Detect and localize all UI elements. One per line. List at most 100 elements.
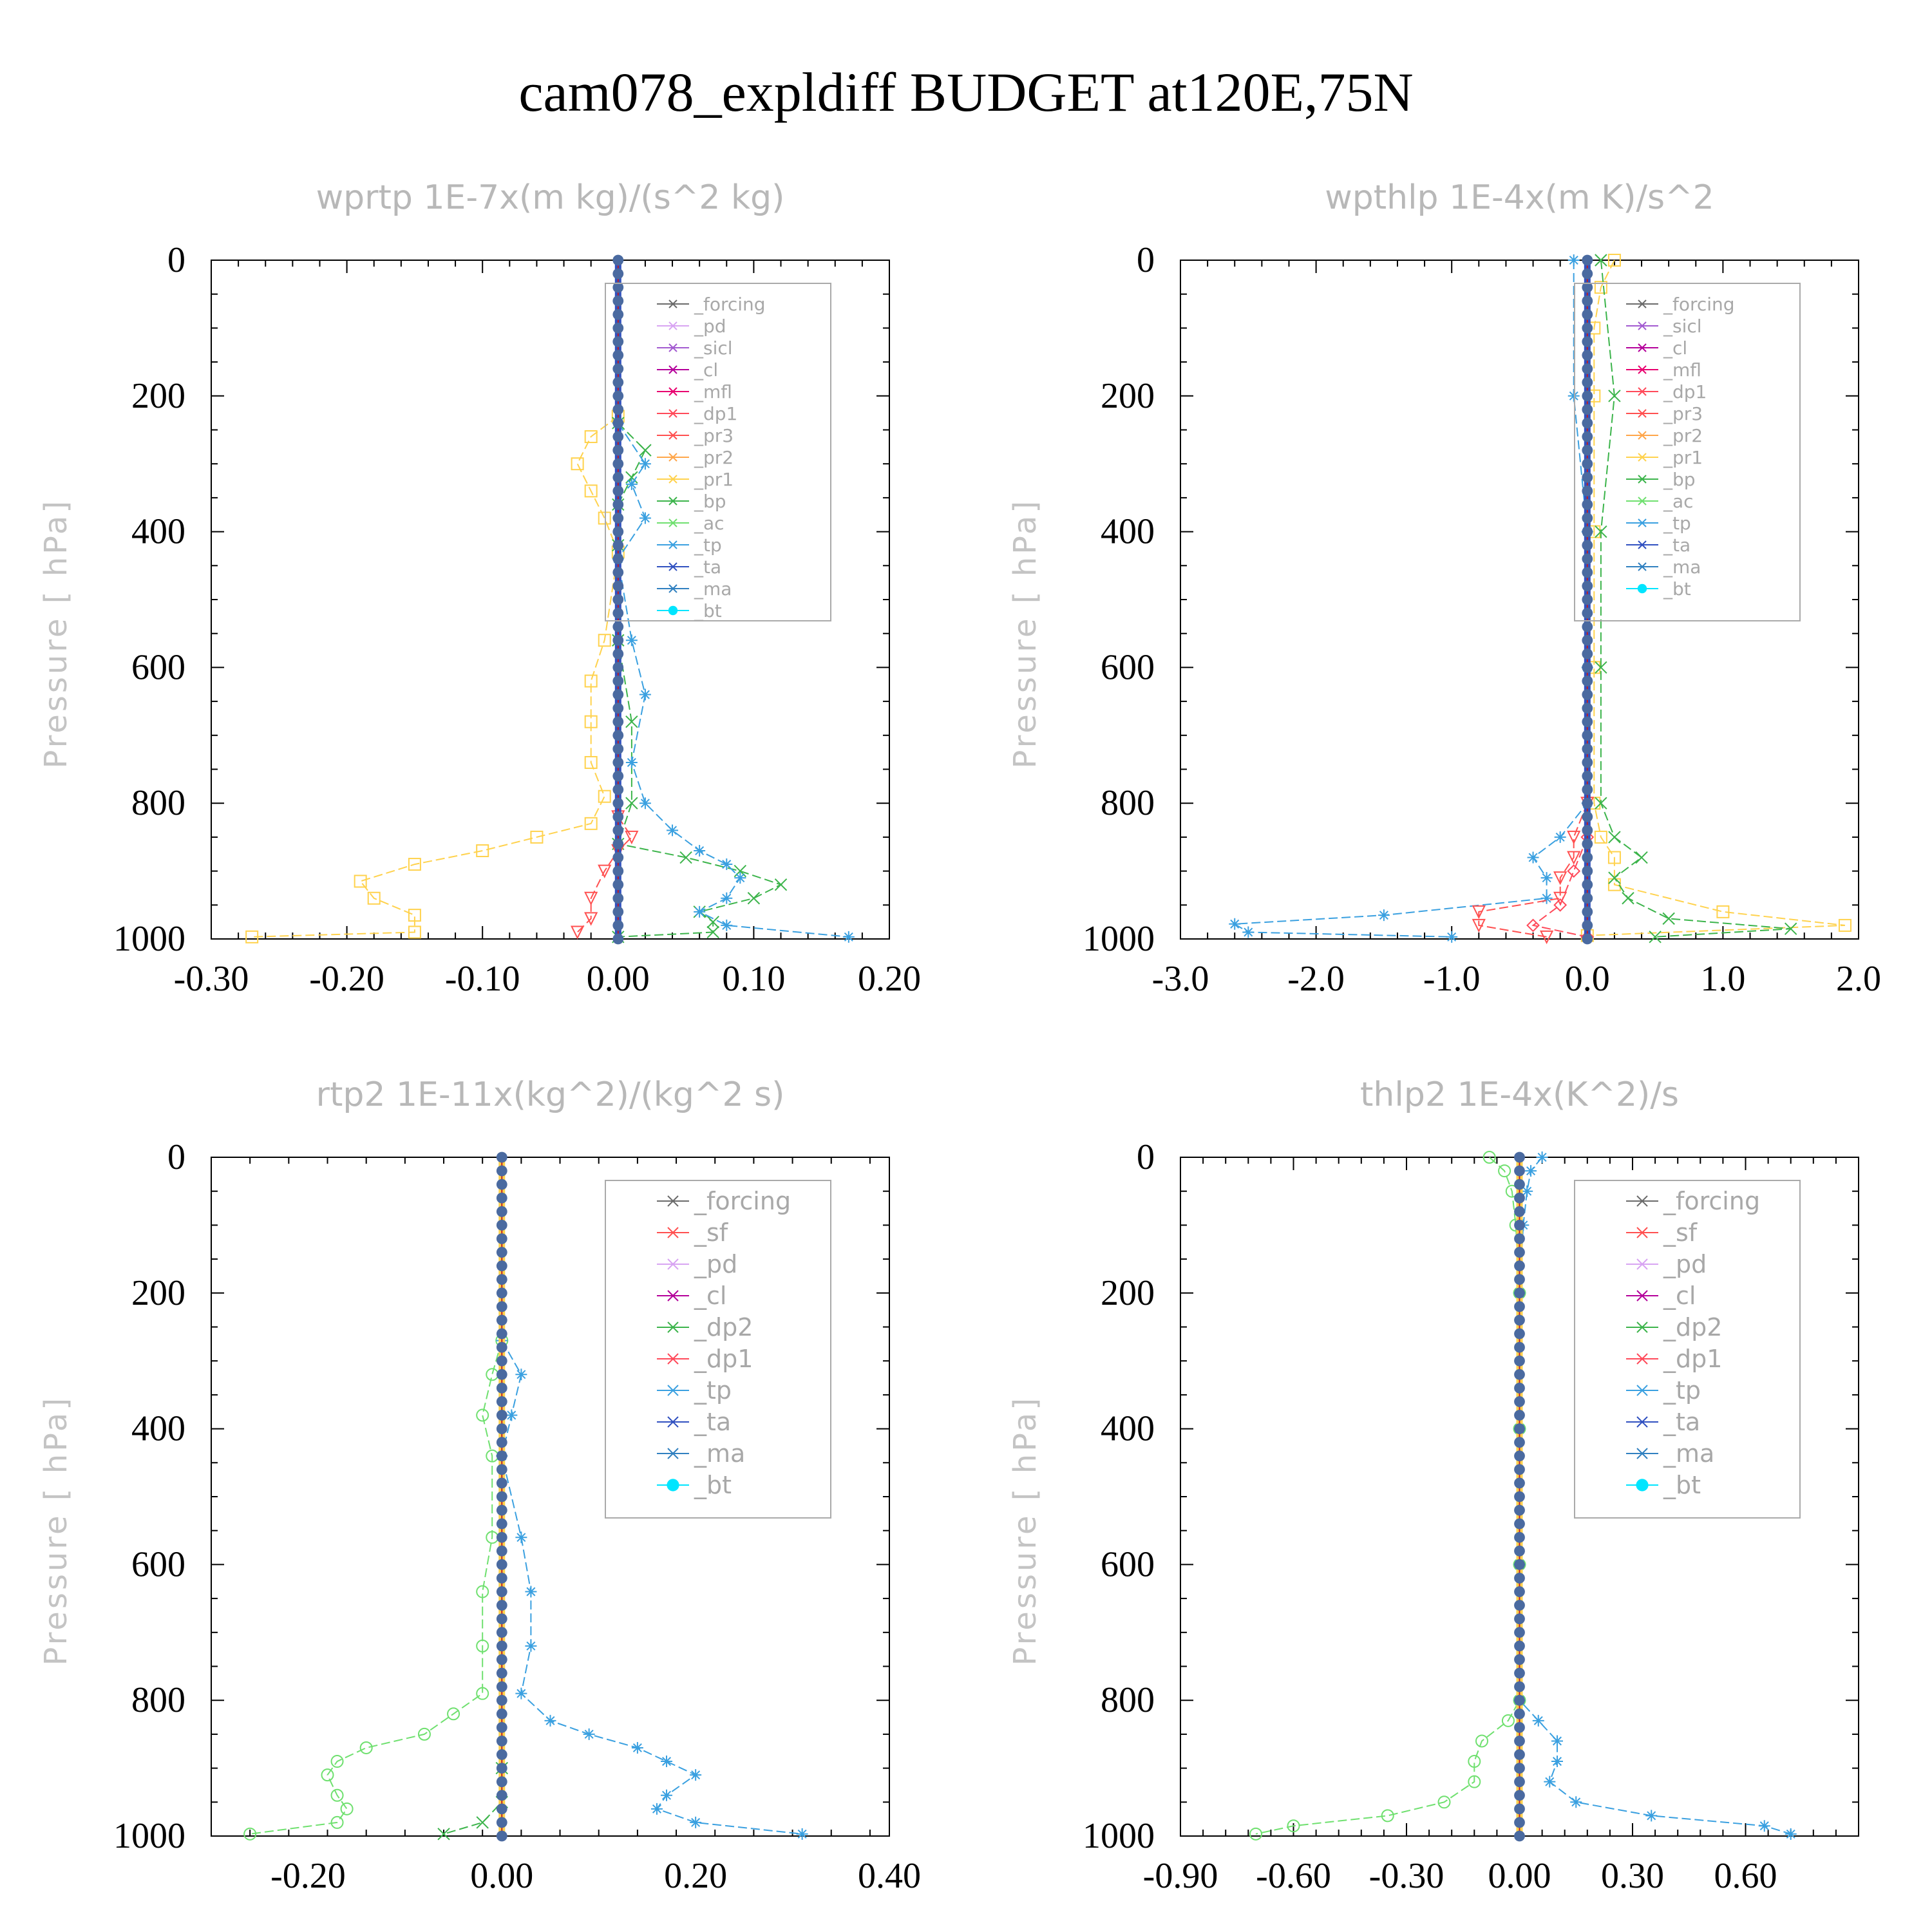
- data-point: [1514, 1247, 1525, 1258]
- data-point: [1570, 1796, 1582, 1808]
- data-point: [1482, 1151, 1496, 1164]
- data-point: [1525, 1165, 1537, 1177]
- data-point: [1582, 689, 1593, 700]
- legend-marker: [668, 605, 678, 616]
- x-tick-label: 1.0: [1700, 959, 1745, 999]
- data-point: [476, 1687, 489, 1700]
- data-point: [612, 852, 624, 863]
- data-point: [747, 892, 761, 905]
- data-point: [496, 1355, 507, 1367]
- data-point: [447, 1707, 460, 1721]
- data-point: [612, 703, 624, 714]
- y-tick-label: 600: [131, 1544, 185, 1584]
- data-point: [321, 1768, 334, 1782]
- legend-label: _bt: [1663, 1471, 1701, 1499]
- data-point: [625, 478, 638, 490]
- data-point: [1622, 892, 1634, 905]
- legend-label: _forcing: [1663, 294, 1735, 315]
- data-point: [1595, 254, 1607, 267]
- y-tick-label: 400: [1101, 512, 1155, 552]
- data-point: [639, 797, 651, 810]
- legend-marker: [667, 1195, 679, 1207]
- data-point: [496, 1573, 507, 1584]
- data-point: [1544, 1776, 1556, 1788]
- chart-panels: wprtp 1E-7x(m kg)/(s^2 kg) Pressure [ hPa…: [38, 178, 1881, 1896]
- legend-label: _ma: [694, 1439, 745, 1468]
- data-point: [1514, 1640, 1525, 1652]
- data-point: [1381, 1809, 1394, 1823]
- y-axis-label: Pressure [ hPa]: [38, 498, 74, 769]
- data-point: [734, 872, 746, 884]
- data-point: [544, 1714, 556, 1727]
- data-point: [612, 716, 624, 728]
- panel-title: thlp2 1E-4x(K^2)/s: [1360, 1075, 1679, 1114]
- legend-label: _forcing: [694, 1187, 791, 1215]
- series-tp: [612, 417, 855, 943]
- data-point: [612, 784, 624, 795]
- data-point: [612, 254, 624, 266]
- legend-marker: [667, 1479, 679, 1492]
- data-point: [625, 756, 638, 768]
- data-point: [1551, 1735, 1563, 1747]
- series-line: [1232, 260, 1588, 938]
- data-point: [496, 1721, 507, 1733]
- figure-title: cam078_expldiff BUDGET at120E,75N: [518, 61, 1413, 123]
- data-point: [612, 526, 624, 537]
- data-point: [330, 1755, 344, 1768]
- data-point: [612, 553, 624, 565]
- data-point: [1514, 1518, 1525, 1530]
- legend-marker: [1636, 1448, 1648, 1459]
- legend-label: _tp: [694, 535, 722, 556]
- data-point: [1582, 295, 1593, 307]
- chart-panel: wprtp 1E-7x(m kg)/(s^2 kg) Pressure [ hPa…: [38, 178, 921, 999]
- legend-label: _cl: [1663, 337, 1687, 359]
- data-point: [612, 363, 624, 375]
- y-tick-label: 1000: [113, 1816, 185, 1856]
- legend-label: _pr1: [694, 469, 734, 490]
- data-point: [1242, 926, 1255, 938]
- legend-label: _cl: [694, 1282, 726, 1310]
- data-point: [496, 1464, 507, 1475]
- data-point: [1553, 871, 1567, 886]
- data-point: [1582, 377, 1593, 388]
- data-point: [1582, 308, 1593, 320]
- x-tick-label: -0.10: [445, 959, 520, 999]
- data-point: [612, 458, 624, 469]
- data-point: [496, 1328, 507, 1340]
- data-point: [650, 1803, 663, 1815]
- data-point: [1582, 336, 1593, 347]
- data-point: [496, 1220, 507, 1231]
- series-dp1: [571, 810, 639, 940]
- legend-marker: [1636, 1353, 1648, 1365]
- data-point: [515, 1687, 527, 1700]
- data-point: [1582, 797, 1593, 809]
- data-point: [1514, 1151, 1525, 1163]
- x-tick-label: -0.60: [1256, 1856, 1331, 1896]
- data-point: [1514, 1681, 1525, 1692]
- data-point: [1645, 1810, 1658, 1822]
- legend-marker: [1637, 583, 1647, 594]
- x-tick-label: -0.90: [1143, 1856, 1218, 1896]
- series-line: [1600, 260, 1791, 938]
- series-line: [1478, 802, 1588, 938]
- legend-marker: [668, 475, 677, 484]
- data-point: [612, 295, 624, 307]
- data-point: [1514, 1694, 1525, 1706]
- y-tick-label: 0: [167, 1137, 185, 1177]
- data-point: [496, 1477, 507, 1489]
- data-point: [496, 1708, 507, 1719]
- data-point: [486, 1368, 499, 1381]
- data-point: [679, 851, 692, 864]
- data-point: [354, 875, 367, 888]
- data-point: [612, 431, 624, 442]
- legend-label: _bp: [694, 491, 726, 512]
- data-point: [1472, 918, 1486, 933]
- series-line: [576, 816, 633, 933]
- data-point: [1540, 892, 1553, 904]
- data-point: [1582, 485, 1593, 497]
- data-point: [721, 858, 733, 871]
- y-tick-label: 0: [167, 240, 185, 280]
- legend-label: _ac: [1663, 491, 1694, 512]
- y-tick-label: 800: [1101, 1680, 1155, 1720]
- data-point: [625, 830, 639, 845]
